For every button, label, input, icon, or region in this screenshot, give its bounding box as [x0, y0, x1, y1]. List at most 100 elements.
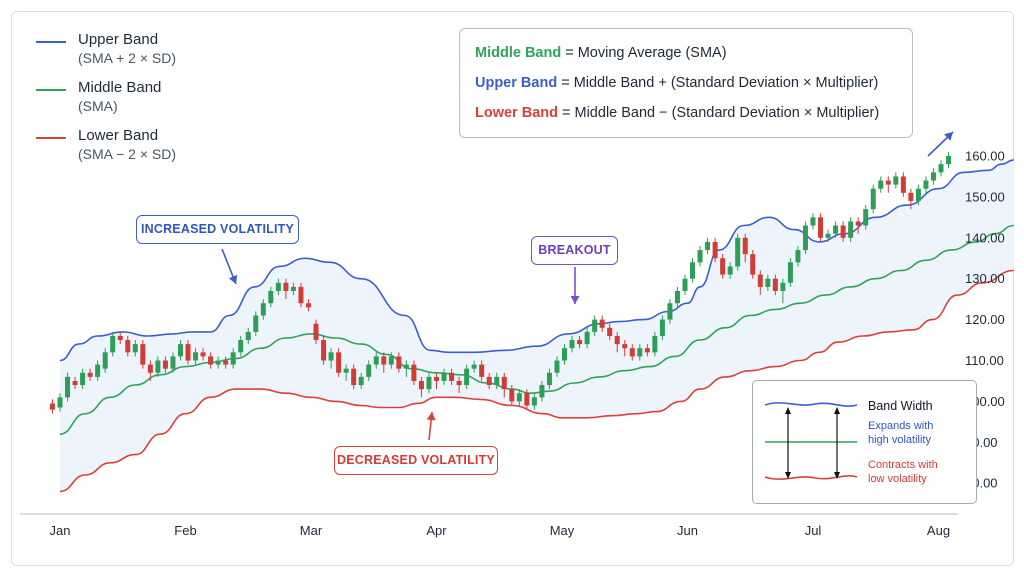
candle — [863, 205, 869, 230]
legend-sub-upper: (SMA + 2 × SD) — [78, 50, 177, 66]
candle — [690, 258, 696, 283]
x-tick-label: Jan — [50, 523, 71, 538]
x-tick-label: Jul — [805, 523, 822, 538]
candle-body — [946, 156, 952, 165]
candle — [102, 348, 108, 373]
candle-body — [208, 356, 214, 365]
candle-body — [757, 274, 763, 287]
candle — [170, 352, 176, 373]
candle-body — [622, 344, 628, 349]
candle — [328, 348, 334, 369]
candle-body — [569, 340, 575, 349]
candle — [185, 340, 191, 365]
candle-body — [674, 290, 680, 304]
candle — [667, 299, 673, 324]
candle — [268, 286, 274, 308]
candle — [49, 399, 55, 414]
candle — [245, 327, 251, 345]
candle — [396, 352, 402, 373]
formula-upper: Upper Band = Middle Band + (Standard Dev… — [475, 75, 878, 91]
legend-swatch-upper — [36, 41, 66, 43]
callout-breakout: BREAKOUT — [531, 236, 618, 265]
candle — [208, 352, 214, 369]
candle-body — [170, 356, 176, 369]
candle-body — [351, 368, 357, 386]
candle — [546, 368, 552, 390]
x-tick-label: May — [550, 523, 575, 538]
candle — [833, 221, 839, 238]
callout-decreased-volatility: DECREASED VOLATILITY — [334, 446, 498, 475]
candle-body — [381, 356, 387, 365]
candle-body — [110, 335, 116, 353]
candle — [275, 278, 281, 296]
candle — [95, 360, 101, 381]
candle — [727, 262, 733, 279]
candle — [426, 372, 432, 394]
candle-body — [396, 356, 402, 369]
candle-body — [238, 340, 244, 353]
candle — [787, 258, 793, 287]
candle-body — [411, 364, 417, 381]
bw-title: Band Width — [868, 399, 933, 413]
legend-sub-middle: (SMA) — [78, 98, 118, 114]
candle — [72, 376, 78, 390]
bw-contracts-line2: low volatility — [868, 473, 927, 485]
candle-body — [95, 364, 101, 377]
candle-body — [418, 380, 424, 390]
candle — [155, 356, 161, 377]
candle-body — [878, 180, 884, 189]
candle-body — [772, 278, 778, 291]
legend-sub-lower: (SMA − 2 × SD) — [78, 146, 177, 162]
candle — [471, 360, 477, 373]
formula-term-middle: Middle Band — [475, 45, 562, 61]
candle-body — [900, 176, 906, 193]
candle — [321, 335, 327, 365]
candle — [915, 184, 921, 206]
candle — [622, 340, 628, 357]
candle-body — [667, 303, 673, 320]
candle-body — [577, 340, 583, 345]
candle-body — [825, 233, 831, 238]
candle — [539, 380, 545, 402]
candle-body — [321, 340, 327, 361]
candle — [848, 217, 854, 242]
bw-upper-line — [764, 402, 858, 407]
candle-body — [810, 217, 816, 226]
candle — [230, 348, 236, 369]
bw-arrowhead — [834, 472, 840, 479]
candle — [509, 385, 515, 406]
candle — [373, 352, 379, 369]
candle — [637, 344, 643, 361]
candle-body — [863, 209, 869, 226]
candle — [418, 376, 424, 398]
candle-body — [787, 262, 793, 283]
legend-swatch-lower — [36, 137, 66, 139]
candle-body — [57, 397, 63, 408]
candle — [908, 188, 914, 210]
candle — [253, 311, 259, 336]
candle — [290, 282, 296, 296]
candle — [810, 213, 816, 230]
candle-body — [290, 286, 296, 291]
candle-body — [923, 180, 929, 189]
candle-body — [193, 352, 199, 361]
candle — [885, 176, 891, 193]
candle-body — [268, 290, 274, 304]
candle — [298, 282, 304, 308]
candle-body — [893, 176, 899, 185]
increased-volatility-arrow — [221, 248, 238, 285]
candle — [464, 364, 470, 390]
candle-body — [155, 360, 161, 373]
candle — [65, 372, 71, 402]
candle — [795, 245, 801, 267]
candle-body — [840, 225, 846, 238]
candle-body — [245, 331, 251, 341]
candle — [569, 335, 575, 353]
candle — [531, 393, 537, 410]
candle-body — [637, 348, 643, 357]
candle-body — [735, 237, 741, 267]
candle — [818, 213, 824, 242]
legend-label-lower: Lower Band — [78, 127, 159, 144]
trend-up-arrow-head — [944, 132, 953, 141]
legend-swatch-middle — [36, 89, 66, 91]
